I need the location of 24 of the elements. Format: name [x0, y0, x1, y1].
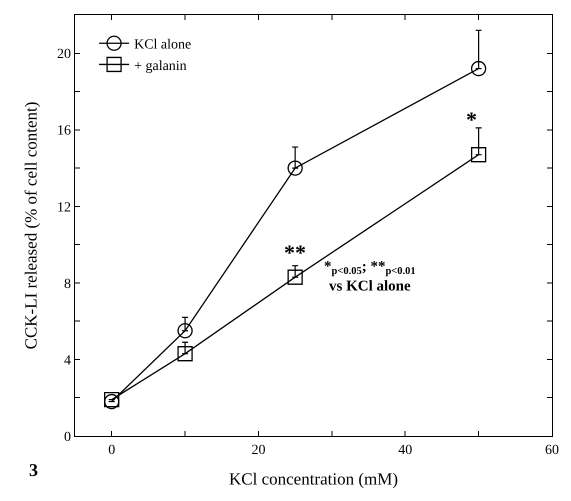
y-tick-label: 20: [57, 47, 72, 62]
point: [470, 147, 486, 162]
annotation: *$_{p<0.05}$; **$_{p<0.01}$ vs KCl alone: [324, 259, 416, 294]
annotation: **: [284, 240, 306, 265]
x-tick-label: 20: [251, 442, 266, 458]
point: [288, 160, 303, 176]
y-tick-label: 16: [57, 124, 72, 139]
point: [177, 346, 193, 362]
point: [288, 270, 303, 285]
y-tick-label: 4: [64, 353, 72, 368]
y-tick-label: 8: [64, 276, 72, 292]
x-axis-title: KCl concentration (mM): [228, 469, 398, 488]
annotation: *: [466, 107, 477, 132]
text: 3: [29, 460, 38, 480]
x-tick-label: 60: [545, 442, 559, 458]
y-tick-label: 12: [57, 200, 72, 216]
y-tick-label: 0: [64, 430, 72, 445]
point: [177, 323, 193, 338]
legend-label: KCl alone: [134, 38, 192, 53]
x-tick-label: 40: [398, 442, 412, 458]
legend-label: + galanin: [134, 58, 187, 74]
y-axis-title: CCK-LI released (% of cell content): [22, 102, 41, 350]
x-tick-label: 0: [108, 442, 116, 458]
point: [470, 60, 486, 76]
